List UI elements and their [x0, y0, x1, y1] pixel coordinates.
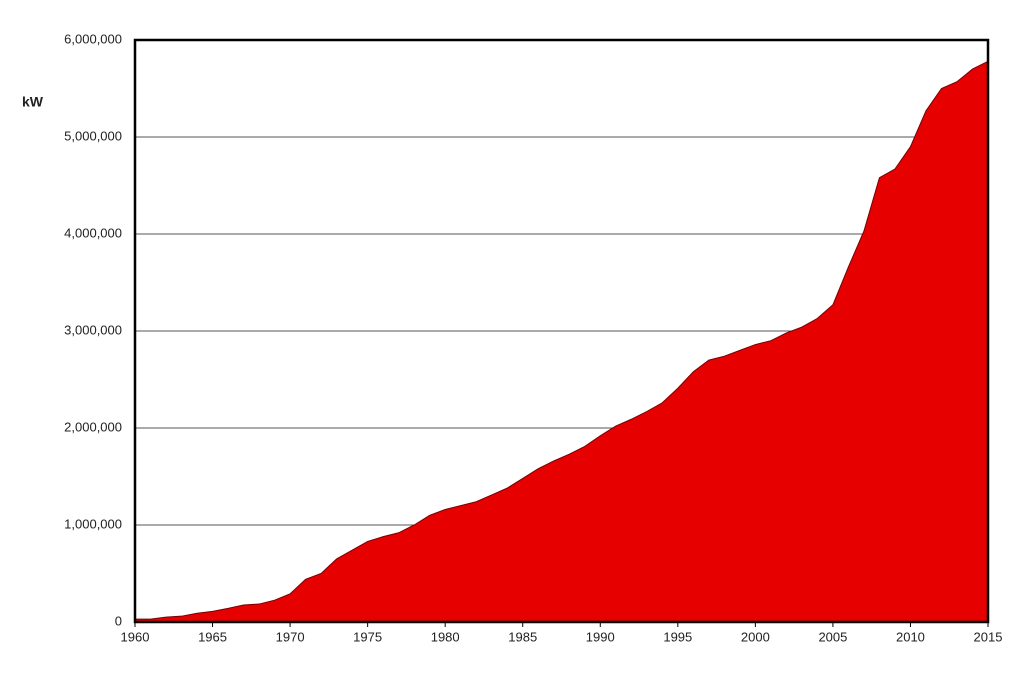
- plot-frame: [133, 38, 990, 624]
- x-tick-label: 2000: [741, 629, 770, 644]
- x-tick-label: 1980: [431, 629, 460, 644]
- x-tick-label: 1965: [198, 629, 227, 644]
- area-outline: [135, 60, 989, 620]
- y-tick-label: 6,000,000: [64, 31, 122, 46]
- x-tick-label: 1970: [276, 629, 305, 644]
- y-tick-label: 3,000,000: [64, 322, 122, 337]
- x-tick-label: 1990: [586, 629, 615, 644]
- x-tick-label: 1960: [121, 629, 150, 644]
- y-tick-label: 4,000,000: [64, 225, 122, 240]
- area-fill: [135, 61, 988, 622]
- x-tick-label: 1995: [663, 629, 692, 644]
- y-tick-label: 0: [115, 613, 122, 628]
- y-tick-label: 5,000,000: [64, 128, 122, 143]
- y-axis-label: kW: [22, 94, 44, 110]
- y-tick-label: 1,000,000: [64, 516, 122, 531]
- y-tick-label: 2,000,000: [64, 419, 122, 434]
- x-tick-label: 2015: [974, 629, 1003, 644]
- x-tick-label: 1985: [508, 629, 537, 644]
- x-tick-label: 1975: [353, 629, 382, 644]
- x-tick-label: 2005: [818, 629, 847, 644]
- x-tick-label: 2010: [896, 629, 925, 644]
